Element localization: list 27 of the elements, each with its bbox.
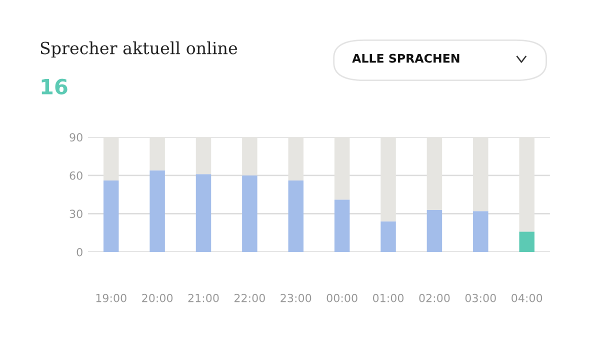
bar bbox=[196, 174, 212, 252]
x-tick-label: 01:00 bbox=[372, 294, 404, 302]
chart-title: Sprecher aktuell online bbox=[40, 41, 238, 58]
text: ALLE SPRACHEN bbox=[352, 54, 460, 63]
x-tick-label: 21:00 bbox=[188, 294, 219, 302]
y-tick-label: 30 bbox=[70, 210, 82, 218]
x-tick-label: 20:00 bbox=[142, 294, 173, 302]
bar bbox=[103, 180, 119, 252]
bar bbox=[288, 180, 304, 252]
bar bbox=[150, 170, 165, 252]
x-tick-label: 04:00 bbox=[512, 294, 542, 302]
bar bbox=[473, 211, 488, 252]
bar bbox=[426, 210, 442, 252]
bar bbox=[519, 232, 534, 252]
x-tick-label: 02:00 bbox=[419, 294, 450, 302]
bar bbox=[380, 221, 396, 252]
x-tick-label: 00:00 bbox=[326, 294, 358, 302]
x-tick-label: 19:00 bbox=[96, 294, 126, 302]
y-tick-label: 90 bbox=[70, 133, 82, 142]
x-tick-label: 22:00 bbox=[234, 294, 265, 302]
chart-subtitle: 16 bbox=[42, 78, 68, 95]
y-tick-label: 0 bbox=[76, 248, 82, 256]
x-tick-label: 03:00 bbox=[465, 294, 496, 302]
x-tick-label: 23:00 bbox=[280, 294, 312, 302]
bar bbox=[334, 200, 350, 252]
y-tick-label: 60 bbox=[70, 171, 82, 180]
bar bbox=[242, 175, 258, 252]
